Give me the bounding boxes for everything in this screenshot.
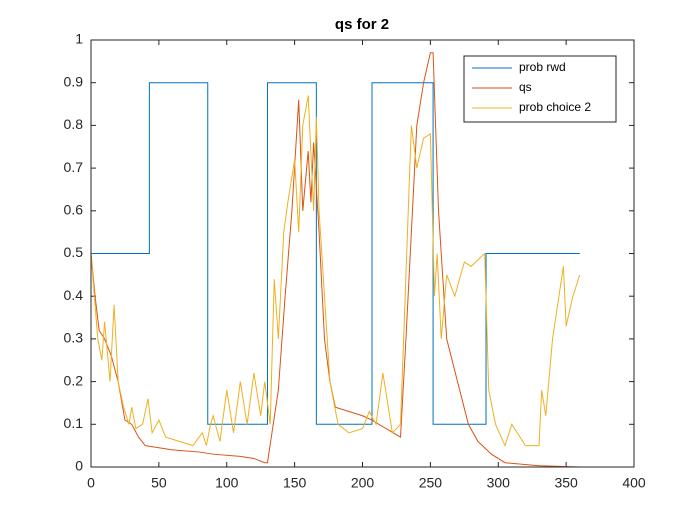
legend-box (463, 55, 617, 123)
axes-box (90, 39, 635, 468)
x-tick-label: 0 (87, 475, 95, 491)
x-tick-label: 150 (283, 475, 307, 491)
series-line (90, 95, 581, 448)
series-line (91, 82, 580, 425)
x-tick-label: 200 (351, 475, 375, 491)
y-tick-label: 0 (75, 458, 83, 474)
y-tick-label: 0.5 (64, 244, 84, 260)
y-tick-label: 0.1 (64, 415, 84, 431)
x-tick-label: 300 (487, 475, 511, 491)
y-tick-label: 1 (75, 31, 83, 47)
y-tick-label: 0.6 (64, 202, 84, 218)
x-tick-label: 400 (622, 475, 646, 491)
y-tick-label: 0.3 (64, 330, 84, 346)
legend-label: prob choice 2 (519, 100, 591, 114)
x-tick-label: 100 (215, 475, 239, 491)
x-tick-label: 350 (554, 475, 578, 491)
chart-title: qs for 2 (335, 16, 389, 33)
y-tick-label: 0.7 (64, 159, 84, 175)
y-tick-label: 0.9 (64, 73, 84, 89)
y-tick-label: 0.4 (64, 287, 84, 303)
y-tick-label: 0.2 (64, 372, 84, 388)
legend-label: prob rwd (519, 60, 566, 74)
legend-label: qs (519, 80, 532, 94)
x-tick-label: 250 (419, 475, 443, 491)
y-tick-label: 0.8 (64, 116, 84, 132)
x-tick-label: 50 (151, 475, 167, 491)
